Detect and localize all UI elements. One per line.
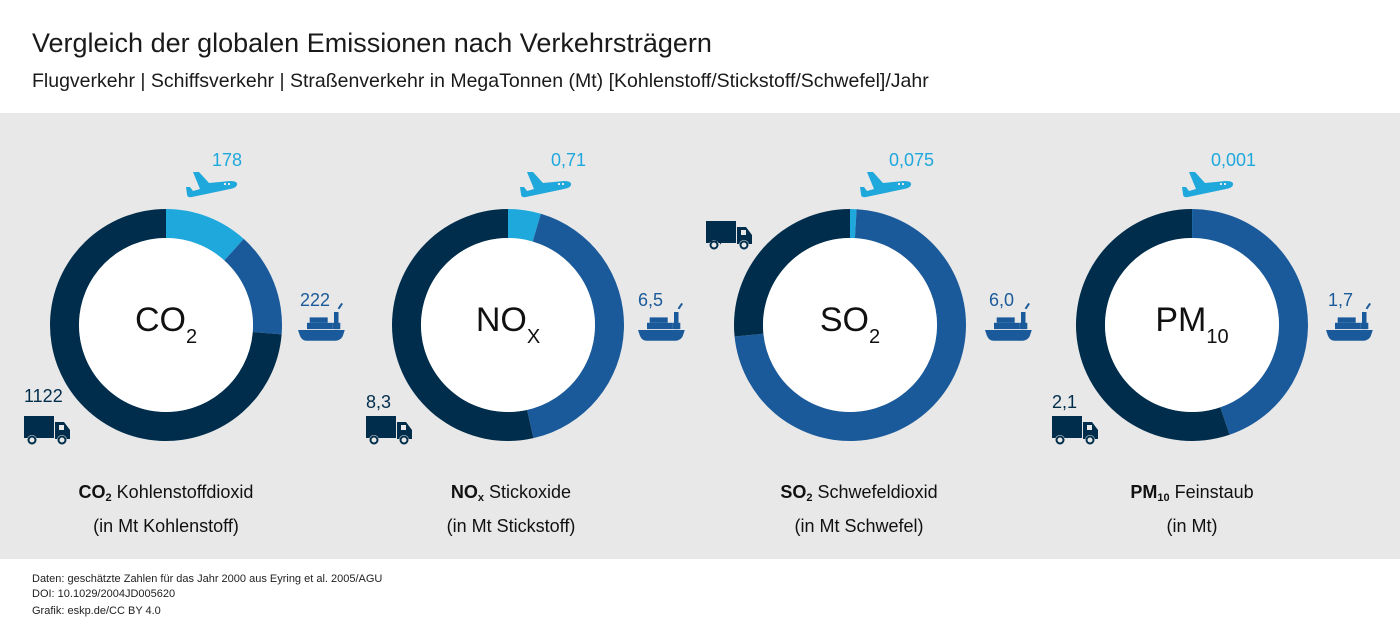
donut-hole [763,238,937,412]
donut-segment-road [1076,209,1230,441]
footer-doi: DOI: 10.1029/2004JD005620 [32,588,176,600]
donut-hole [421,238,595,412]
caption-unit: (in Mt Kohlenstoff) [93,516,239,536]
value-label-ship: 6,0 [989,290,1015,310]
donut-center-label: SO2 [750,301,950,349]
caption-unit: (in Mt Schwefel) [794,516,924,536]
airplane-icon [1182,172,1234,198]
value-label-air: 0,001 [1211,150,1257,170]
value-label-road: 8,3 [366,392,392,412]
formula-base: PM [1155,301,1207,339]
value-label-road: 2,2 [708,226,734,246]
formula-base: NO [475,301,527,339]
formula-base: SO [819,301,869,339]
page-subtitle: Flugverkehr | Schiffsverkehr | Straßenve… [32,70,929,92]
formula-subscript: 2 [185,326,198,348]
caption-subscript: x [477,492,485,504]
donut-segment-ship [224,238,282,335]
formula-subscript: X [526,326,541,348]
caption-formula: CO [78,482,106,502]
truck-icon [1052,416,1098,446]
value-label-air: 178 [212,150,243,170]
donut-segment-road [734,209,850,337]
donut-segment-road [392,209,534,441]
donut-segment-air [166,209,244,261]
chart-caption: NOx Stickoxide (in Mt Stickstoff) [361,478,661,540]
formula-subscript: 2 [869,326,881,348]
airplane-icon [520,172,572,198]
caption-unit: (in Mt Stickstoff) [446,516,576,536]
chart-caption: PM10 Feinstaub (in Mt) [1042,478,1342,540]
airplane-icon [186,172,238,198]
airplane-icon [860,172,912,198]
chart-caption: SO2 Schwefeldioxid (in Mt Schwefel) [709,478,1009,540]
caption-name: Feinstaub [1169,482,1254,502]
donut-segment-air [850,209,857,239]
formula-subscript: 10 [1206,326,1229,348]
caption-formula: NO [450,482,478,502]
caption-subscript: 2 [105,492,112,504]
value-label-ship: 6,5 [638,290,664,310]
footer-credit: Grafik: eskp.de/CC BY 4.0 [32,605,161,617]
value-label-ship: 222 [300,290,331,310]
caption-name: Kohlenstoffdioxid [111,482,254,502]
caption-formula: SO [780,482,807,502]
donut-center-label: NOX [408,301,608,349]
value-label-road: 1122 [24,386,63,406]
donut-segment-air [508,209,541,242]
page-title: Vergleich der globalen Emissionen nach V… [32,28,712,58]
caption-name: Stickoxide [484,482,572,502]
caption-subscript: 10 [1157,492,1170,504]
formula-base: CO [134,301,186,339]
donut-center-label: CO2 [66,301,266,349]
truck-icon [366,416,412,446]
donut-segment-ship [527,213,624,439]
caption-unit: (in Mt) [1166,516,1218,536]
caption-subscript: 2 [806,492,813,504]
footer-source: Daten: geschätzte Zahlen für das Jahr 20… [32,573,383,585]
value-label-road: 2,1 [1052,392,1078,412]
truck-icon [24,416,70,446]
donut-segment-ship [1192,209,1309,435]
caption-formula: PM [1130,482,1158,502]
value-label-ship: 1,7 [1328,290,1354,310]
caption-name: Schwefeldioxid [812,482,938,502]
donut-center-label: PM10 [1092,301,1292,349]
value-label-air: 0,075 [889,150,935,170]
donut-hole [1105,238,1279,412]
value-label-air: 0,71 [551,150,587,170]
chart-caption: CO2 Kohlenstoffdioxid (in Mt Kohlenstoff) [16,478,316,540]
donut-hole [79,238,253,412]
